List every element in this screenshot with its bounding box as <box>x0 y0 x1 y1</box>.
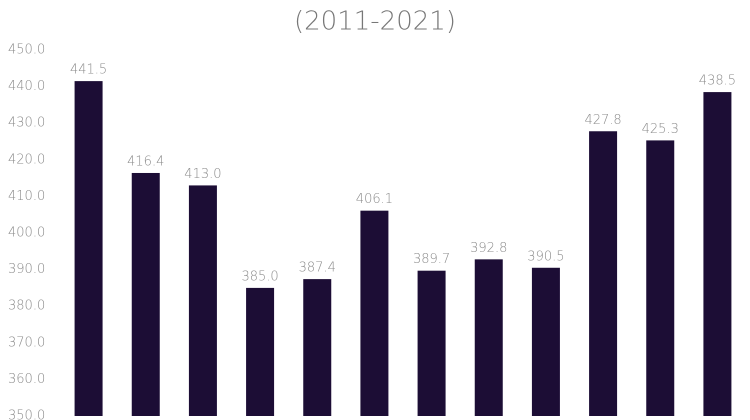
value-label: 441.5 <box>70 63 107 78</box>
y-tick-label: 370.0 <box>8 335 45 350</box>
bar <box>474 259 503 416</box>
y-tick-label: 420.0 <box>8 152 45 167</box>
value-label: 392.8 <box>470 241 507 256</box>
chart-subtitle: (2011-2021) <box>294 7 456 37</box>
bar <box>360 210 389 416</box>
value-label: 427.8 <box>584 113 621 128</box>
y-tick-label: 410.0 <box>8 189 45 204</box>
bar <box>531 267 560 416</box>
bar <box>188 185 217 416</box>
bar <box>589 131 618 416</box>
y-tick-label: 380.0 <box>8 299 45 314</box>
value-label: 438.5 <box>699 74 736 89</box>
y-tick-label: 390.0 <box>8 262 45 277</box>
value-label: 390.5 <box>527 249 564 264</box>
value-label: 413.0 <box>184 167 221 182</box>
y-tick-label: 400.0 <box>8 226 45 241</box>
y-tick-label: 440.0 <box>8 79 45 94</box>
y-tick-label: 360.0 <box>8 372 45 387</box>
bar <box>303 279 332 416</box>
value-label: 425.3 <box>642 122 679 137</box>
value-label: 416.4 <box>127 154 164 169</box>
bar <box>246 287 275 416</box>
bar <box>74 81 103 417</box>
y-tick-label: 430.0 <box>8 116 45 131</box>
value-label: 385.0 <box>241 269 278 284</box>
y-tick-label: 350.0 <box>8 409 45 420</box>
bar <box>131 172 160 416</box>
bar <box>703 92 732 416</box>
y-tick-label: 450.0 <box>8 43 45 58</box>
bar <box>646 140 675 417</box>
value-label: 389.7 <box>413 252 450 267</box>
value-label: 406.1 <box>356 192 393 207</box>
bar <box>417 270 446 416</box>
value-label: 387.4 <box>299 261 336 276</box>
